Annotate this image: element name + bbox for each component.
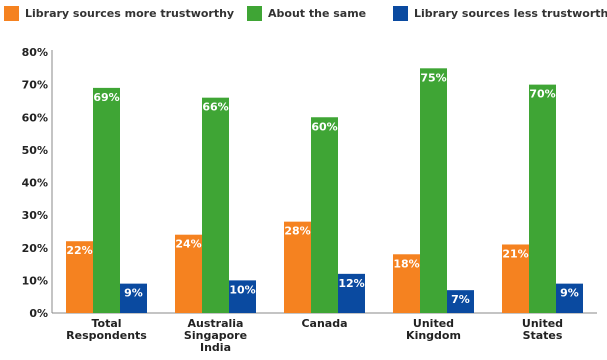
legend-swatch-more-trustworthy [4, 6, 19, 21]
bar-library-sources-more-trustworthy-united-kingdom [393, 254, 420, 313]
data-label: 69% [93, 91, 119, 104]
y-tick-label: 80% [22, 46, 48, 59]
bar-about-the-same-united-states [529, 84, 556, 313]
data-label: 60% [311, 120, 337, 133]
legend-label-more-trustworthy: Library sources more trustworthy [25, 7, 235, 20]
x-category-label: Total [91, 317, 121, 330]
data-label: 70% [529, 88, 555, 101]
bar-library-sources-less-trustworthy-total-respondents [120, 283, 147, 313]
data-label: 7% [451, 293, 470, 306]
legend-item-about-the-same: About the same [247, 6, 366, 21]
legend-item-more-trustworthy: Library sources more trustworthy [4, 6, 234, 21]
x-category-label: States [523, 329, 563, 342]
bar-about-the-same-canada [311, 117, 338, 313]
bar-library-sources-less-trustworthy-canada [338, 273, 365, 313]
legend-label-less-trustworthy: Library sources less trustworthy [414, 7, 607, 20]
x-category-label: Canada [301, 317, 347, 330]
y-tick-label: 30% [22, 209, 48, 222]
data-label: 75% [420, 71, 446, 84]
data-label: 10% [229, 283, 255, 296]
y-tick-label: 0% [29, 307, 48, 320]
data-label: 66% [202, 101, 228, 114]
bar-about-the-same-united-kingdom [420, 68, 447, 313]
y-tick-label: 20% [22, 242, 48, 255]
bar-about-the-same-australia-singapore-india [202, 97, 229, 313]
bar-library-sources-more-trustworthy-australia-singapore-india [175, 234, 202, 313]
data-label: 12% [338, 277, 364, 290]
y-tick-label: 70% [22, 79, 48, 92]
bar-about-the-same-total-respondents [93, 87, 120, 313]
chart-legend: Library sources more trustworthy About t… [4, 6, 607, 24]
bar-library-sources-more-trustworthy-united-states [502, 244, 529, 313]
x-category-label: United [522, 317, 563, 330]
data-label: 28% [284, 225, 310, 238]
bar-library-sources-more-trustworthy-canada [284, 221, 311, 313]
y-tick-label: 60% [22, 111, 48, 124]
data-label: 22% [66, 244, 92, 257]
x-category-label: United [413, 317, 454, 330]
legend-item-less-trustworthy: Library sources less trustworthy [393, 6, 607, 21]
x-category-label: Respondents [66, 329, 147, 342]
bar-library-sources-more-trustworthy-total-respondents [66, 241, 93, 313]
y-tick-label: 40% [22, 177, 48, 190]
y-tick-label: 10% [22, 274, 48, 287]
data-label: 24% [175, 238, 201, 251]
data-label: 21% [502, 247, 528, 260]
legend-label-about-the-same: About the same [268, 7, 367, 20]
legend-swatch-about-the-same [247, 6, 262, 21]
data-label: 9% [124, 287, 143, 300]
x-category-label: Australia [188, 317, 244, 330]
data-label: 18% [393, 257, 419, 270]
bar-library-sources-less-trustworthy-australia-singapore-india [229, 280, 256, 313]
bar-library-sources-less-trustworthy-united-states [556, 283, 583, 313]
x-category-label: Singapore [184, 329, 247, 342]
x-category-label: India [200, 341, 231, 354]
legend-swatch-less-trustworthy [393, 6, 408, 21]
bar-library-sources-less-trustworthy-united-kingdom [447, 290, 474, 313]
data-label: 9% [560, 287, 579, 300]
y-tick-label: 50% [22, 144, 48, 157]
x-category-label: Kingdom [406, 329, 461, 342]
